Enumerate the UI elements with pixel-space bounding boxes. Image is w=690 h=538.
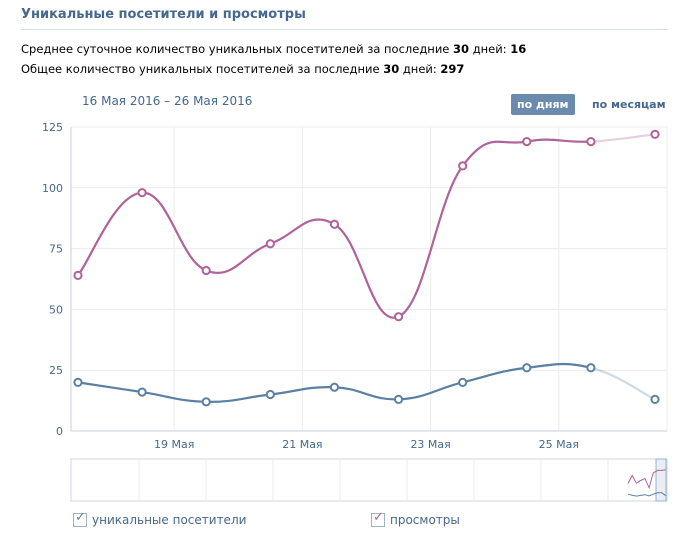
unique-series-point: [73, 377, 83, 387]
legend-unique-label: уникальные посетители: [92, 513, 247, 527]
legend-unique-checkbox[interactable]: ✓: [73, 510, 87, 527]
total-unique-value: 297: [440, 62, 465, 76]
views-series-point: [137, 188, 147, 198]
unique-series-point: [137, 387, 147, 397]
views-series-point: [393, 312, 404, 322]
y-tick-label: 125: [42, 121, 63, 134]
views-series-point: [522, 136, 532, 147]
views-series-point: [329, 219, 340, 229]
unique-series-point: [201, 397, 211, 407]
total-unique-prefix: Общее количество уникальных посетителей …: [21, 62, 384, 76]
by-months-button[interactable]: по месяцам: [592, 98, 666, 111]
views-series-point: [265, 239, 275, 249]
views-series-point: [458, 161, 468, 171]
header-divider: [21, 29, 668, 30]
y-tick-label: 25: [49, 364, 63, 377]
y-tick-label: 50: [49, 303, 63, 316]
page-title: Уникальные посетители и просмотры: [21, 7, 306, 22]
check-icon: ✓: [75, 510, 86, 525]
total-unique-days: 30: [383, 62, 400, 76]
avg-daily-days: 30: [453, 42, 470, 56]
navigator-unique-sparkline: [627, 492, 667, 497]
legend-views-checkbox[interactable]: ✓: [371, 510, 385, 527]
views-series-point: [201, 265, 211, 276]
legend-views-label: просмотры: [390, 513, 460, 527]
legend-views[interactable]: ✓ просмотры: [371, 510, 460, 527]
unique-series-point: [522, 363, 532, 373]
unique-series-line-incomplete: [590, 366, 656, 401]
avg-daily-value: 16: [510, 42, 527, 56]
unique-series-point: [265, 389, 275, 400]
x-tick-label: 19 Мая: [154, 438, 194, 451]
date-range-label: 16 Мая 2016 – 26 Мая 2016: [82, 94, 253, 108]
plot-area: [71, 127, 667, 431]
views-series-point: [650, 129, 660, 139]
navigator-views-sparkline: [627, 469, 667, 490]
unique-series-point: [393, 394, 404, 404]
total-unique-stat: Общее количество уникальных посетителей …: [21, 62, 464, 76]
check-icon: ✓: [373, 510, 384, 525]
y-tick-label: 75: [49, 243, 63, 256]
views-series-point: [73, 270, 83, 280]
unique-series-point: [458, 377, 468, 387]
unique-series-point: [586, 363, 596, 373]
avg-daily-mid: дней:: [469, 42, 511, 56]
avg-daily-unique-stat: Среднее суточное количество уникальных п…: [21, 42, 526, 56]
by-days-button[interactable]: по дням: [511, 94, 575, 115]
navigator-window: [655, 458, 667, 502]
y-tick-label: 100: [42, 182, 63, 195]
avg-daily-prefix: Среднее суточное количество уникальных п…: [21, 42, 454, 56]
total-unique-mid: дней:: [399, 62, 441, 76]
x-tick-label: 21 Мая: [282, 438, 322, 451]
y-tick-label: 0: [56, 425, 63, 438]
x-tick-label: 25 Мая: [539, 438, 579, 451]
unique-series-point: [650, 394, 660, 404]
unique-series-point: [329, 382, 340, 392]
legend-unique-visitors[interactable]: ✓ уникальные посетители: [73, 510, 247, 527]
navigator-frame: [70, 458, 668, 502]
x-tick-label: 23 Мая: [410, 438, 450, 451]
views-series-point: [586, 136, 596, 147]
